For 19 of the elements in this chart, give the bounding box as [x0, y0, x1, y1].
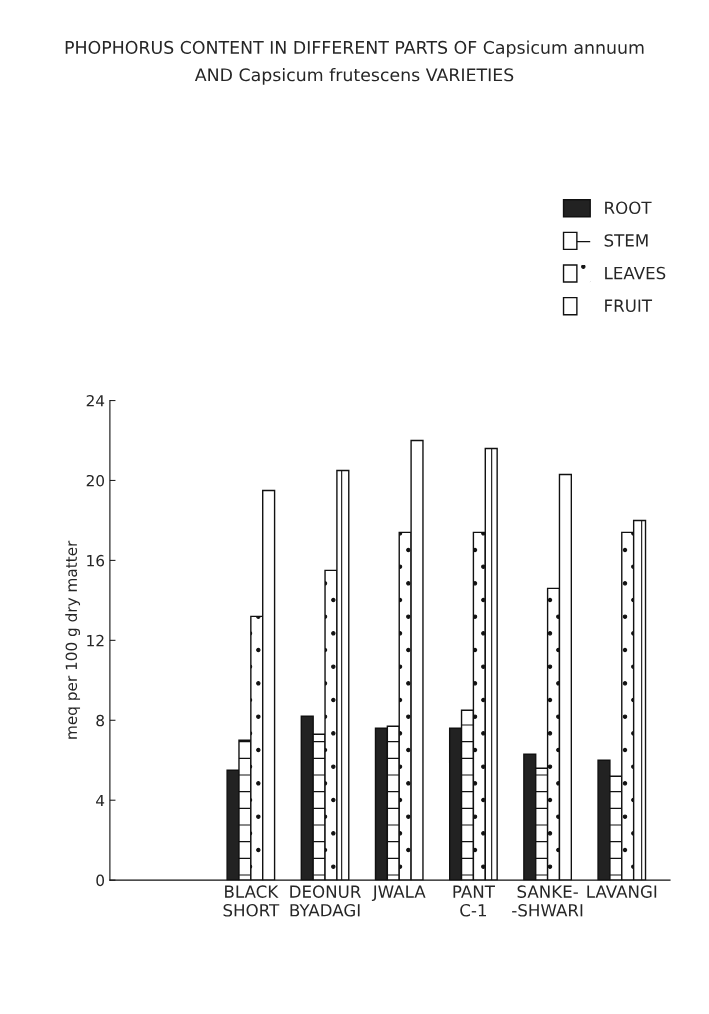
x-tick-label: JWALA — [371, 885, 426, 902]
y-tick-label: 20 — [86, 474, 105, 487]
x-tick-label: DEONUR BYADAGI — [290, 885, 361, 917]
legend-label: ROOT — [605, 201, 652, 215]
x-tick-label: LAVANGI — [587, 885, 657, 898]
y-axis-title: meq per 100 g dry matter — [65, 540, 81, 739]
legend-label: STEM — [604, 234, 648, 247]
x-tick-label: PANT C-1 — [453, 885, 495, 917]
y-tick-label: 16 — [87, 554, 105, 567]
y-tick-label: 12 — [87, 634, 104, 647]
chart-title: PHOPHORUS CONTENT IN DIFFERENT PARTS OF Capsicum annuum AND Capsicum frutescens VARIETIES — [65, 40, 644, 85]
y-tick-label: 24 — [86, 395, 105, 407]
y-tick-label: 0 — [96, 874, 105, 887]
x-tick-label: SANKE- -SHWARI — [512, 885, 583, 917]
y-tick-label: 8 — [96, 714, 104, 727]
legend-label: FRUIT — [605, 299, 653, 312]
legend-label: LEAVES — [605, 266, 666, 280]
x-tick-label: BLACK SHORT — [223, 885, 280, 917]
y-tick-label: 4 — [96, 794, 105, 807]
